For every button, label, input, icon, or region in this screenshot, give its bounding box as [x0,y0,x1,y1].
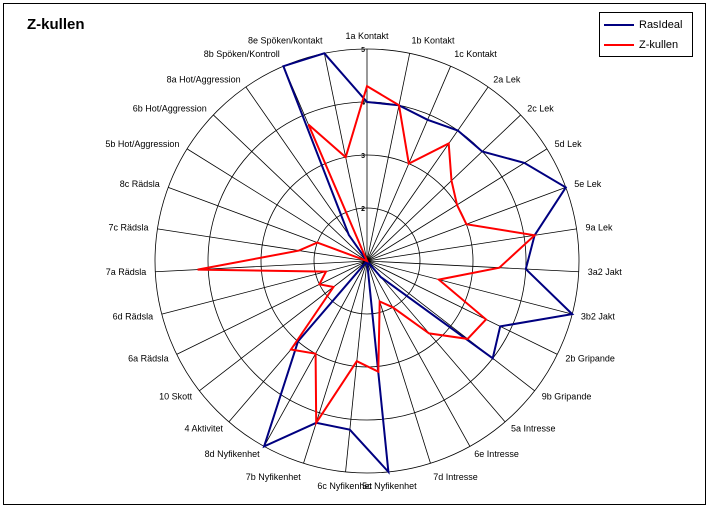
axis-label: 6d Rädsla [113,311,154,321]
axis-spoke [157,228,368,262]
legend-item-z-kullen: Z-kullen [604,38,678,52]
axis-label: 1a Kontakt [345,31,389,41]
axis-label: 9b Gripande [542,391,592,401]
axis-spoke [366,228,577,262]
axis-spoke [366,260,431,464]
axis-label: 3a2 Jakt [588,267,623,277]
axis-spoke [199,260,368,392]
tick-label: 5 [361,47,365,54]
axis-label: 3b2 Jakt [581,311,616,321]
axis-spoke [366,260,573,315]
axis-label: 6e Intresse [474,449,519,459]
series-line-z-kullen [197,84,537,427]
axis-label: 8e Spöken/kontakt [248,36,323,46]
axis-label: 8c Rädsla [120,179,160,189]
axis-label: 7a Rädsla [106,267,147,277]
axis-spoke [366,260,558,355]
axis-label: 8a Hot/Aggression [167,75,241,85]
axis-label: 5e Lek [574,179,602,189]
axis-label: 5a Intresse [511,424,556,434]
axis-spoke [161,260,368,315]
series-line-rasideal [262,52,575,475]
axis-spoke [303,260,368,464]
axis-label: 7d Intresse [433,472,478,482]
axis-label: 6b Hot/Aggression [133,104,207,114]
axis-label: 5c Nyfikenhet [362,481,417,491]
axis-spoke [213,114,368,262]
axis-spoke [366,86,489,262]
axis-label: 1b Kontakt [412,36,456,46]
tick-label: 1 [361,259,365,266]
axis-spoke [155,260,368,273]
tick-label: 4 [361,100,365,107]
legend-label-z-kullen: Z-kullen [639,39,679,51]
axis-spoke [366,260,579,273]
legend-swatch-z-kullen [604,44,634,46]
axis-spoke [176,260,368,355]
axis-label: 2c Lek [527,104,554,114]
axis-spoke [186,148,368,262]
axis-label: 2b Gripande [565,353,615,363]
legend: RasIdeal Z-kullen [599,12,693,57]
axis-spoke [366,260,506,423]
axis-label: 10 Skott [159,391,193,401]
axis-spoke [345,260,368,472]
axis-label: 7c Rädsla [108,223,148,233]
axis-spoke [366,260,535,392]
legend-item-rasideal: RasIdeal [604,18,682,32]
axis-spoke [366,114,521,262]
axis-label: 6a Rädsla [128,353,169,363]
axis-spoke [366,53,411,262]
tick-label: 3 [361,153,365,160]
axis-spoke [366,260,471,447]
legend-swatch-rasideal [604,24,634,26]
legend-label-rasideal: RasIdeal [639,19,683,31]
axis-label: 7b Nyfikenhet [246,472,302,482]
axis-label: 1c Kontakt [454,49,497,59]
axis-label: 8d Nyfikenhet [205,449,261,459]
axis-label: 9a Lek [586,223,614,233]
tick-label: 2 [361,206,365,213]
axis-label: 2a Lek [493,75,521,85]
axis-label: 5b Hot/Aggression [105,139,179,149]
axis-label: 6c Nyfikenhet [317,481,372,491]
axis-label: 4 Aktivitet [184,424,223,434]
axis-label: 8b Spöken/Kontroll [204,49,280,59]
axis-label: 5d Lek [555,139,583,149]
chart-title: Z-kullen [27,16,85,33]
